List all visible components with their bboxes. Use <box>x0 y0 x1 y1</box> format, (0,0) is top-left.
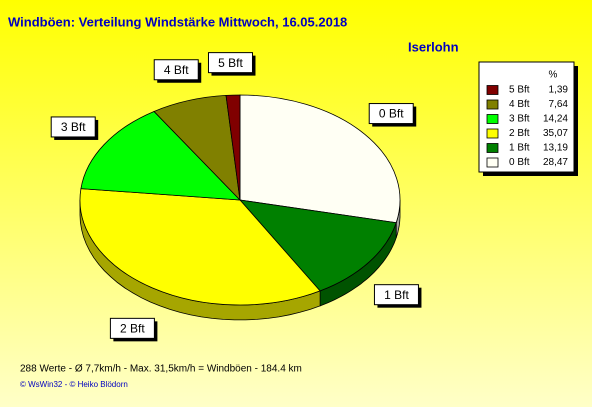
slice-label: 1 Bft <box>384 288 409 302</box>
legend-label: 4 Bft <box>509 99 530 110</box>
slice-label: 2 Bft <box>120 322 145 336</box>
legend-label: 2 Bft <box>509 128 530 139</box>
legend-swatch <box>486 85 499 95</box>
pie-slice <box>80 110 242 201</box>
legend-value: 13,19 <box>543 143 568 154</box>
legend-value: 35,07 <box>543 128 568 139</box>
legend-swatch <box>486 114 499 124</box>
pie-slice <box>238 199 397 292</box>
pie-slice <box>79 188 321 306</box>
chart-title: Windböen: Verteilung Windstärke Mittwoch… <box>8 14 347 29</box>
legend-swatch <box>486 99 499 110</box>
legend-value: 28,47 <box>543 157 568 168</box>
credits: © WsWin32 - © Heiko Blödorn <box>20 380 128 389</box>
legend-label: 0 Bft <box>509 157 530 168</box>
legend-swatch <box>486 143 499 153</box>
footer-stats: 288 Werte - Ø 7,7km/h - Max. 31,5km/h = … <box>20 364 302 375</box>
legend-value: 1,39 <box>549 85 569 96</box>
legend-swatch <box>486 157 499 168</box>
pie-slice <box>225 94 241 201</box>
slice-label: 5 Bft <box>218 56 243 70</box>
slice-label: 0 Bft <box>379 107 404 121</box>
label-box <box>368 103 414 125</box>
legend-header: % <box>549 70 558 81</box>
chart-subtitle: Iserlohn <box>408 39 459 54</box>
slice-label: 3 Bft <box>61 120 86 134</box>
legend-label: 1 Bft <box>509 143 530 154</box>
label-box <box>109 317 155 339</box>
label-box <box>153 59 199 81</box>
label-box <box>207 52 253 74</box>
legend-label: 3 Bft <box>509 114 530 125</box>
legend-label: 5 Bft <box>509 85 530 96</box>
legend-value: 7,64 <box>549 99 569 110</box>
pie-slice <box>239 94 401 224</box>
label-box <box>50 116 96 138</box>
label-box <box>373 284 419 306</box>
legend-swatch <box>486 128 499 139</box>
legend-value: 14,24 <box>543 114 568 125</box>
slice-label: 4 Bft <box>164 63 189 77</box>
